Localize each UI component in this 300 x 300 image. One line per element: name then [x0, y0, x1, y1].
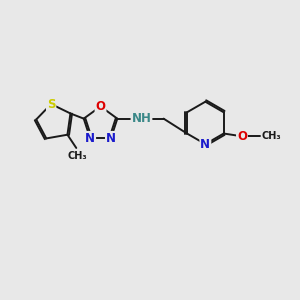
Text: O: O [237, 130, 247, 143]
Text: CH₃: CH₃ [67, 152, 87, 161]
Text: NH: NH [131, 112, 152, 125]
Text: N: N [200, 138, 210, 151]
Text: CH₃: CH₃ [262, 131, 281, 142]
Text: N: N [106, 132, 116, 145]
Text: O: O [95, 100, 106, 113]
Text: N: N [85, 132, 95, 145]
Text: S: S [47, 98, 56, 110]
